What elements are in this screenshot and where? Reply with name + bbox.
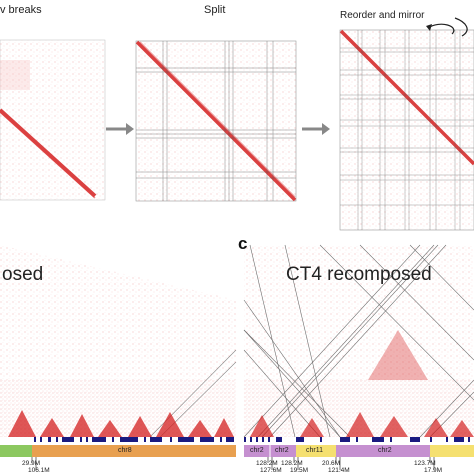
matrix-original — [0, 39, 106, 201]
matrix-reordered — [339, 17, 474, 231]
coord-right-bottom-1: 127.6M — [260, 467, 282, 474]
chr2-segment-label-2: chr2 — [275, 447, 289, 454]
coord-right-bottom-2: 19.5M — [290, 467, 309, 474]
chr2-segment-label-1: chr2 — [250, 447, 264, 454]
step3-label: Reorder and mirror — [340, 10, 425, 21]
coord-right-top-2: 128.2M — [281, 460, 303, 467]
matrix-split — [135, 40, 297, 202]
panel-c-letter: c — [238, 234, 248, 253]
coord-right-top-4: 123.7M — [414, 460, 436, 467]
chr2-segment-label-3: chr2 — [378, 447, 392, 454]
chr11-segment-label: chr11 — [306, 447, 323, 454]
blue-mark-track-right — [244, 437, 470, 442]
coord-right-top-1: 128.2M — [256, 460, 278, 467]
step1-label: v breaks — [0, 4, 42, 16]
contact-map-left — [0, 245, 237, 438]
coord-right-bottom-4: 17.9M — [424, 467, 443, 474]
coord-left-bottom: 106.1M — [28, 467, 50, 474]
step2-label: Split — [204, 4, 226, 16]
contact-map-right — [243, 244, 474, 438]
mirror-arrow-icon — [426, 24, 432, 31]
coord-right-bottom-3: 121.4M — [328, 467, 350, 474]
chr8-segment-label: chr8 — [118, 447, 132, 454]
arrow-right-icon — [302, 123, 330, 135]
right-map-title: CT4 recomposed — [286, 264, 432, 285]
chromosome-track-right — [244, 445, 474, 470]
chromosome-track-left — [0, 445, 236, 470]
arrow-right-icon — [106, 123, 134, 135]
coord-left-top: 29.9M — [22, 460, 41, 467]
blue-mark-track-left — [34, 437, 234, 442]
left-map-title: osed — [2, 264, 44, 285]
coord-right-top-3: 20.6M — [322, 460, 341, 467]
